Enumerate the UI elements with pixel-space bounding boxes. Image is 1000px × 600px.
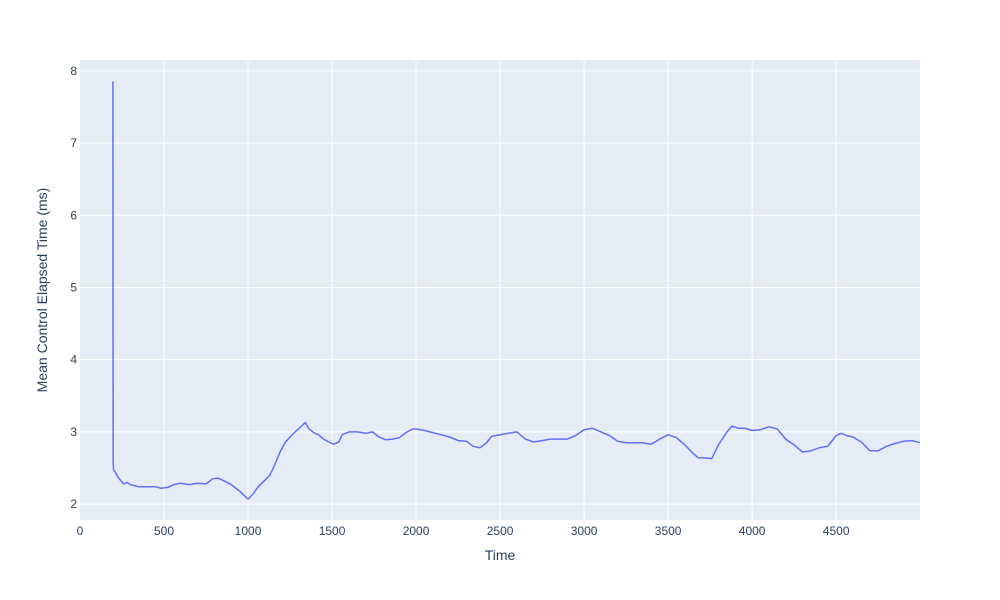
x-tick-label: 1500 [319,524,346,538]
series-layer [112,80,921,500]
y-tick-label: 4 [70,353,77,367]
series-line [112,80,921,500]
x-tick-label: 500 [154,524,174,538]
y-tick-label: 5 [70,280,77,294]
x-tick-label: 0 [77,524,84,538]
x-tick-label: 3000 [571,524,598,538]
x-gridlines [163,60,837,520]
y-tick-labels: 2 3 4 5 6 7 8 [70,64,77,511]
y-axis-title: Mean Control Elapsed Time (ms) [34,188,50,393]
y-tick-label: 6 [70,208,77,222]
x-axis-title: Time [485,547,516,563]
x-tick-label: 4500 [823,524,850,538]
y-tick-label: 8 [70,64,77,78]
x-tick-label: 2500 [487,524,514,538]
x-tick-labels: 0 500 1000 1500 2000 2500 3000 3500 4000 4500 [77,524,850,538]
y-gridlines [80,70,920,505]
y-tick-label: 3 [70,425,77,439]
x-tick-label: 3500 [655,524,682,538]
x-tick-label: 1000 [235,524,262,538]
y-tick-label: 7 [70,136,77,150]
x-tick-label: 4000 [739,524,766,538]
x-tick-label: 2000 [403,524,430,538]
y-tick-label: 2 [70,497,77,511]
